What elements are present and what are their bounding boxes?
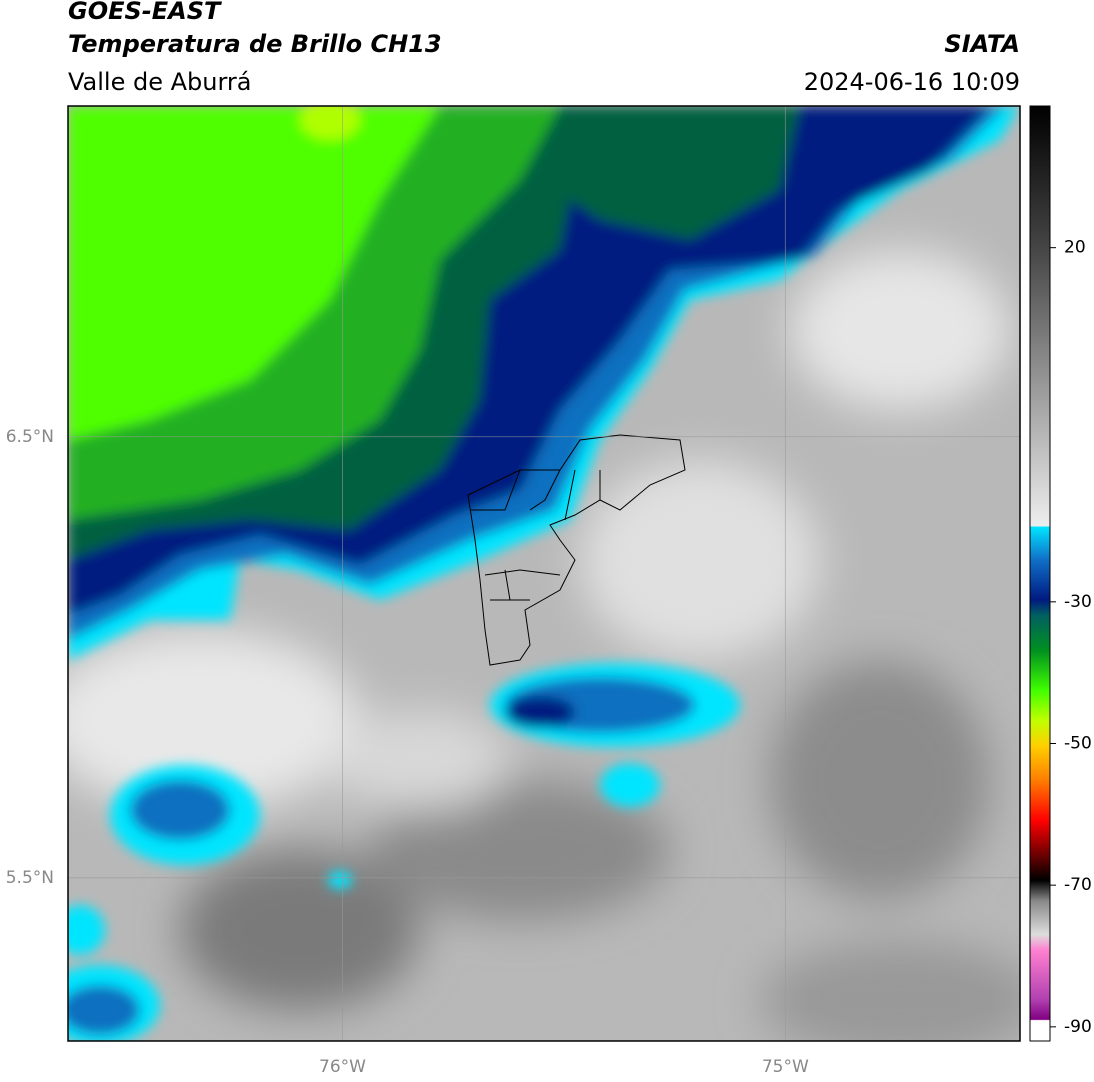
lon-tick-label: 75°W — [762, 1057, 809, 1077]
datetime: 2024-06-16 10:09 — [804, 68, 1020, 96]
satellite-image — [68, 106, 1020, 1041]
region: Valle de Aburrá — [68, 68, 252, 96]
lat-tick-label: 5.5°N — [6, 868, 54, 888]
title: GOES-EAST — [68, 0, 222, 25]
source: SIATA — [944, 30, 1020, 58]
subtitle: Temperatura de Brillo CH13 — [68, 30, 442, 58]
map-frame — [67, 105, 1021, 1042]
colorbar-tick-label: -70 — [1064, 875, 1092, 895]
colorbar-tick-label: -50 — [1064, 734, 1092, 754]
lat-tick-label: 6.5°N — [6, 427, 54, 447]
lon-tick-label: 76°W — [319, 1057, 366, 1077]
colorbar-tick-label: -30 — [1064, 592, 1092, 612]
colorbar — [1029, 105, 1051, 1042]
colorbar-tick-label: 20 — [1064, 238, 1086, 258]
colorbar-tick-label: -90 — [1064, 1017, 1092, 1037]
